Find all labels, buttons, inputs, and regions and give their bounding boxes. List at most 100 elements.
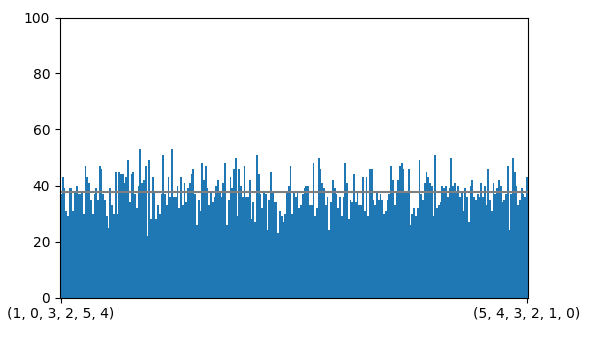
Bar [496,188,498,298]
Bar [109,188,111,298]
Bar [316,208,318,298]
Bar [353,174,355,298]
Bar [427,177,429,298]
Bar [238,169,240,298]
Bar [253,202,254,298]
Bar [200,211,201,298]
Bar [390,166,392,298]
Bar [217,180,219,298]
Bar [401,163,403,298]
Bar [189,183,191,298]
Bar [511,194,512,298]
Bar [242,197,244,298]
Bar [288,186,290,298]
Bar [417,208,419,298]
Bar [326,197,328,298]
Bar [395,191,397,298]
Bar [373,199,374,298]
Bar [385,211,387,298]
Bar [175,197,176,298]
Bar [92,214,94,298]
Bar [364,211,365,298]
Bar [244,166,245,298]
Bar [232,188,233,298]
Bar [163,155,164,298]
Bar [254,222,256,298]
Bar [341,216,343,298]
Bar [60,194,62,298]
Bar [292,214,293,298]
Bar [500,186,502,298]
Bar [330,202,332,298]
Bar [245,197,247,298]
Bar [475,199,477,298]
Bar [505,194,507,298]
Bar [346,183,348,298]
Bar [228,199,230,298]
Bar [143,180,145,298]
Bar [106,216,107,298]
Bar [374,205,376,298]
Bar [517,205,519,298]
Bar [408,169,410,298]
Bar [447,197,449,298]
Bar [410,225,412,298]
Bar [304,188,305,298]
Bar [309,205,311,298]
Bar [512,158,514,298]
Bar [298,208,300,298]
Bar [305,186,307,298]
Bar [502,202,503,298]
Bar [514,172,515,298]
Bar [387,199,388,298]
Bar [150,219,152,298]
Bar [455,191,457,298]
Bar [263,191,265,298]
Bar [134,194,136,298]
Bar [113,214,115,298]
Bar [129,202,131,298]
Bar [104,199,106,298]
Bar [83,214,85,298]
Bar [251,219,253,298]
Bar [491,211,493,298]
Bar [184,183,185,298]
Bar [436,208,438,298]
Bar [314,216,316,298]
Bar [146,236,148,298]
Bar [404,191,406,298]
Bar [103,194,104,298]
Bar [230,177,232,298]
Bar [233,169,235,298]
Bar [422,199,424,298]
Bar [482,197,484,298]
Bar [376,191,378,298]
Bar [371,169,373,298]
Bar [283,222,284,298]
Bar [155,219,157,298]
Bar [290,166,292,298]
Bar [111,205,113,298]
Bar [485,205,487,298]
Bar [266,230,268,298]
Bar [481,183,482,298]
Bar [94,194,95,298]
Bar [332,180,334,298]
Bar [125,177,127,298]
Bar [124,183,125,298]
Bar [122,174,124,298]
Bar [450,158,452,298]
Bar [452,186,454,298]
Bar [420,194,422,298]
Bar [201,163,203,298]
Bar [348,219,350,298]
Bar [323,188,325,298]
Bar [380,194,382,298]
Bar [224,163,226,298]
Bar [166,205,168,298]
Bar [507,166,509,298]
Bar [429,183,431,298]
Bar [182,205,184,298]
Bar [470,186,472,298]
Bar [284,214,286,298]
